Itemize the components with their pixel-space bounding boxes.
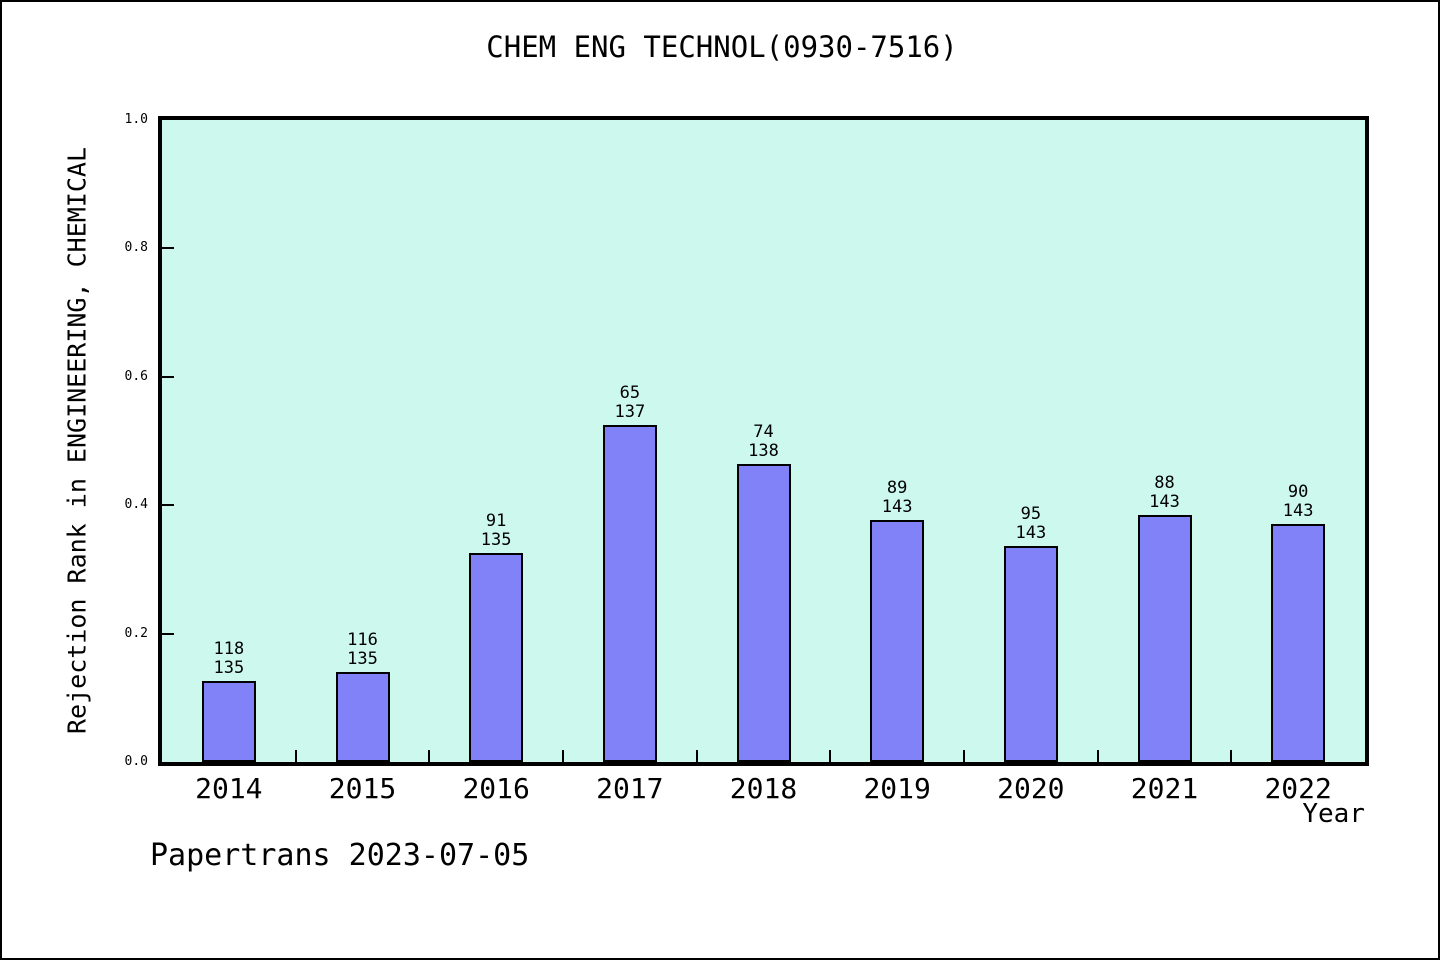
- bar: [870, 520, 925, 762]
- x-tick-label: 2015: [328, 772, 397, 805]
- x-tick-mark: [963, 750, 965, 762]
- bar-label-numerator: 89: [886, 478, 908, 498]
- x-tick-mark: [428, 750, 431, 762]
- bar-label-denominator: 143: [1015, 523, 1047, 543]
- bar-value-label: 65 137: [570, 384, 690, 422]
- y-tick-label: 0.6: [124, 368, 148, 384]
- bar-value-label: 91 135: [436, 512, 556, 550]
- bar: [602, 425, 657, 762]
- x-tick-label: 2020: [997, 772, 1065, 805]
- bar-label-denominator: 135: [213, 658, 245, 678]
- bar: [1271, 524, 1326, 762]
- bar-label-numerator: 95: [1020, 504, 1042, 524]
- x-tick-mark: [1096, 750, 1099, 762]
- x-tick-label: 2019: [863, 772, 931, 805]
- bar-label-denominator: 137: [614, 402, 646, 422]
- y-axis-label: Rejection Rank in ENGINEERING, CHEMICAL: [62, 147, 92, 735]
- x-axis-label: Year: [1302, 799, 1365, 829]
- bar-label-numerator: 91: [485, 511, 507, 531]
- x-tick-label: 2014: [195, 772, 263, 805]
- bar-label-numerator: 90: [1287, 482, 1309, 502]
- bar-label-denominator: 135: [347, 649, 378, 669]
- y-tick-mark: [162, 247, 174, 250]
- x-tick-label: 2016: [462, 772, 530, 805]
- x-tick-mark: [1230, 750, 1233, 762]
- x-tick-label: 2022: [1264, 772, 1332, 805]
- bar-value-label: 116 135: [303, 631, 423, 669]
- bar: [469, 553, 524, 762]
- bar: [201, 681, 256, 762]
- y-tick-mark: [162, 375, 174, 378]
- bar-label-denominator: 138: [748, 441, 779, 461]
- x-tick-mark: [829, 750, 832, 762]
- x-tick-label: 2018: [729, 772, 798, 805]
- x-tick-label: 2017: [596, 772, 664, 805]
- y-tick-mark: [162, 504, 174, 507]
- bar-label-denominator: 143: [881, 497, 913, 517]
- bar-value-label: 90 143: [1238, 483, 1358, 521]
- bar-label-denominator: 143: [1149, 492, 1180, 512]
- bar-label-denominator: 135: [480, 530, 512, 550]
- bar-label-numerator: 88: [1154, 473, 1175, 493]
- bar-label-numerator: 118: [213, 639, 245, 659]
- x-tick-mark: [294, 750, 297, 762]
- bar: [1137, 515, 1192, 762]
- x-tick-mark: [695, 750, 698, 762]
- bar: [335, 672, 390, 762]
- bar-value-label: 74 138: [704, 423, 824, 461]
- bar-value-label: 89 143: [837, 479, 957, 517]
- y-tick-label: 0.8: [124, 240, 148, 256]
- bar-value-label: 118 135: [169, 640, 289, 678]
- plot-area: 118 135 116 135 91 135 65 137 74 138 89 143 95 143 88 1…: [158, 116, 1369, 766]
- chart-title: CHEM ENG TECHNOL(0930-7516): [486, 30, 958, 64]
- bar-label-numerator: 116: [347, 630, 378, 650]
- y-tick-label: 0.2: [124, 625, 148, 641]
- watermark-text: Papertrans 2023-07-05: [150, 838, 530, 873]
- y-tick-label: 0.4: [124, 497, 148, 513]
- bar-value-label: 95 143: [971, 505, 1091, 543]
- y-tick-label: 1.0: [124, 112, 148, 127]
- bar: [736, 464, 791, 762]
- bar-value-label: 88 143: [1105, 474, 1225, 512]
- bar-label-denominator: 143: [1282, 501, 1314, 521]
- y-tick-mark: [162, 632, 174, 635]
- bar-label-numerator: 74: [753, 422, 774, 442]
- x-tick-mark: [562, 750, 564, 762]
- x-tick-label: 2021: [1130, 772, 1199, 805]
- bar: [1003, 546, 1058, 762]
- y-tick-label: 0.0: [124, 754, 148, 769]
- bar-label-numerator: 65: [619, 383, 641, 403]
